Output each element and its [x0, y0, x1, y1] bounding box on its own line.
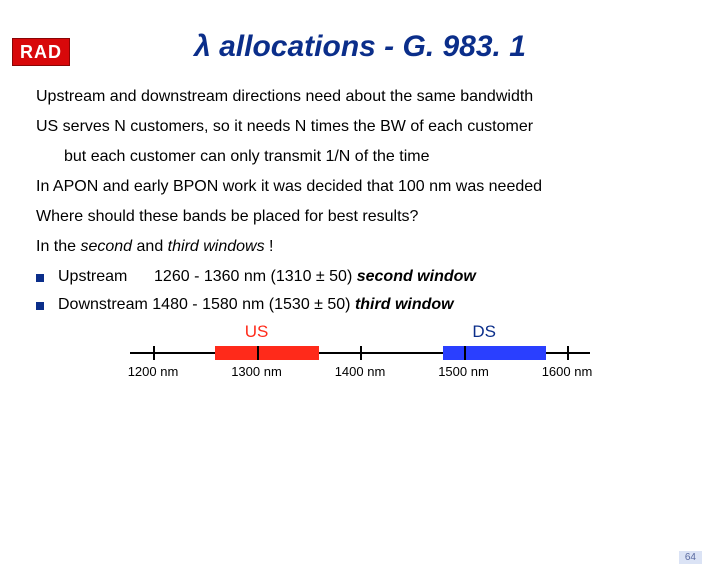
bullet-icon: [36, 302, 44, 310]
axis-tick-label: 1200 nm: [128, 364, 179, 379]
window-name: second window: [357, 268, 476, 285]
axis-tick: [464, 346, 466, 360]
text: In the: [36, 238, 80, 255]
text-line: In APON and early BPON work it was decid…: [36, 178, 684, 196]
list-text: Downstream 1480 - 1580 nm (1530 ± 50) th…: [58, 296, 454, 314]
ds-band-label: DS: [472, 322, 496, 342]
page-number: 64: [679, 551, 702, 564]
slide-content: Upstream and downstream directions need …: [0, 64, 720, 394]
bullet-icon: [36, 274, 44, 282]
wavelength-axis-diagram: US DS 1200 nm 1300 nm 1400 nm 1500 nm 16…: [130, 324, 590, 394]
em-second: second: [80, 238, 132, 255]
brand-logo: RAD: [12, 38, 70, 66]
text: and: [132, 238, 168, 255]
text-line: Where should these bands be placed for b…: [36, 208, 684, 226]
window-name: third window: [355, 296, 454, 313]
range: 1260 - 1360 nm (1310 ± 50): [154, 268, 357, 285]
ds-band: [443, 346, 547, 360]
text-line-indent: but each customer can only transmit 1/N …: [64, 148, 684, 166]
text-line-windows: In the second and third windows !: [36, 238, 684, 256]
list-item: Downstream 1480 - 1580 nm (1530 ± 50) th…: [36, 296, 684, 314]
direction-label: Upstream: [58, 268, 127, 285]
us-band-label: US: [245, 322, 269, 342]
list-item: Upstream 1260 - 1360 nm (1310 ± 50) seco…: [36, 268, 684, 286]
text: !: [265, 238, 274, 255]
axis-tick: [567, 346, 569, 360]
direction-label: Downstream: [58, 296, 148, 313]
axis-tick-label: 1400 nm: [335, 364, 386, 379]
page-title: λ allocations - G. 983. 1: [0, 30, 720, 64]
wavelength-list: Upstream 1260 - 1360 nm (1310 ± 50) seco…: [36, 268, 684, 314]
text-line: Upstream and downstream directions need …: [36, 88, 684, 106]
us-band: [215, 346, 319, 360]
axis-tick: [360, 346, 362, 360]
axis-tick: [153, 346, 155, 360]
axis-tick: [257, 346, 259, 360]
range: 1480 - 1580 nm (1530 ± 50): [152, 296, 355, 313]
em-third-windows: third windows: [168, 238, 265, 255]
list-text: Upstream 1260 - 1360 nm (1310 ± 50) seco…: [58, 268, 476, 286]
axis-tick-label: 1600 nm: [542, 364, 593, 379]
text-line: US serves N customers, so it needs N tim…: [36, 118, 684, 136]
axis-tick-label: 1300 nm: [231, 364, 282, 379]
axis-tick-label: 1500 nm: [438, 364, 489, 379]
